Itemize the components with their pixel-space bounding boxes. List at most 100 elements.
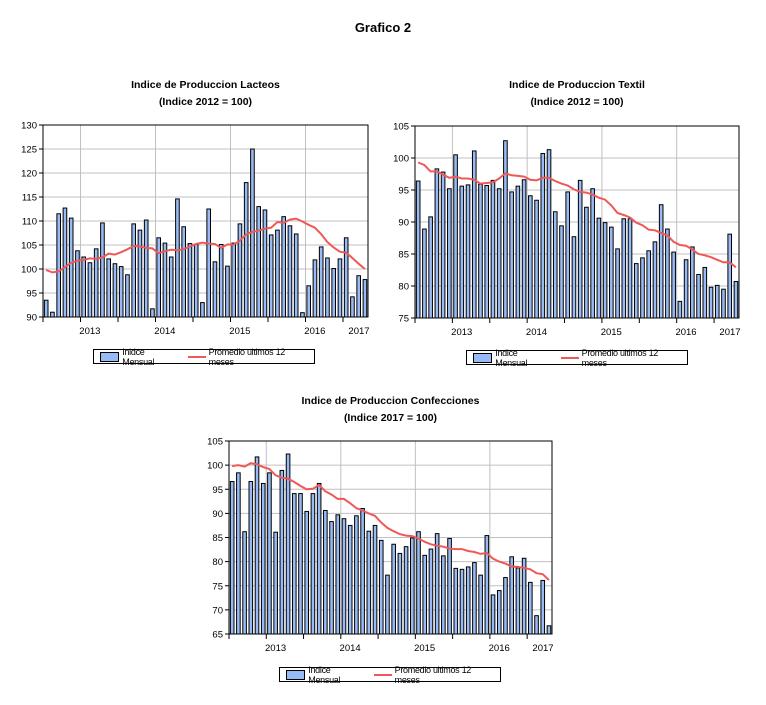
chart-confecciones-title: Indice de Produccion Confecciones [301, 395, 480, 407]
bar [521, 179, 527, 319]
bar [187, 243, 193, 318]
x-tick-label: 2015 [414, 643, 435, 654]
x-tick-label: 2015 [229, 326, 250, 337]
bar [281, 216, 286, 318]
bar [528, 195, 533, 319]
y-tick-label: 70 [212, 605, 223, 616]
bar [640, 257, 645, 319]
bar [471, 150, 477, 319]
bar [683, 259, 689, 319]
bar [496, 188, 502, 319]
bar [256, 206, 261, 318]
legend-label-line: Promedio ultimos 12 meses [208, 346, 286, 367]
bar [422, 228, 427, 319]
bar [465, 184, 471, 319]
bar [428, 216, 433, 319]
x-tick-label: 2013 [265, 643, 286, 654]
chart-confecciones-subtitle: (Indice 2017 = 100) [343, 412, 438, 424]
x-tick-label: 2014 [340, 643, 361, 654]
bar [356, 275, 361, 318]
bar [609, 226, 614, 319]
bar [602, 222, 608, 319]
bar [354, 515, 359, 635]
bar [453, 567, 459, 635]
bar [447, 188, 452, 319]
bar [534, 615, 539, 635]
moving-average-line [231, 462, 550, 581]
bar [403, 546, 409, 635]
legend-bar-swatch-icon [473, 352, 493, 363]
bar [254, 456, 260, 635]
bar [459, 185, 465, 319]
bar [131, 223, 136, 318]
bar [310, 493, 316, 635]
bar [218, 244, 224, 318]
x-tick-label: 2014 [154, 326, 175, 337]
y-tick-label: 120 [21, 169, 37, 180]
bar [337, 258, 343, 318]
y-tick-label: 115 [22, 193, 37, 204]
bar [100, 222, 105, 318]
legend-bar-swatch-icon [286, 669, 306, 680]
plot-frame [228, 440, 553, 635]
legend-label-bars: Indice Mensual [308, 664, 341, 685]
y-tick-label: 110 [22, 217, 37, 228]
bar [515, 567, 521, 635]
y-tick-label: 100 [21, 265, 37, 276]
y-tick-label: 95 [398, 186, 409, 197]
plot-frame [414, 125, 740, 319]
moving-average-line [45, 217, 366, 274]
chart-lacteos-subtitle: (Indice 2012 = 100) [158, 96, 253, 108]
chart-textil-subtitle: (Indice 2012 = 100) [530, 96, 624, 108]
y-tick-label: 75 [398, 314, 409, 325]
y-tick-label: 85 [212, 533, 223, 544]
bar [318, 246, 324, 318]
bar [268, 234, 274, 318]
y-tick-label: 80 [212, 557, 223, 568]
bar [490, 594, 496, 635]
bar [43, 299, 49, 318]
y-tick-label: 95 [212, 485, 223, 496]
bar [68, 217, 74, 318]
bar [291, 493, 297, 635]
bar [312, 259, 318, 318]
bar [652, 241, 658, 319]
bar [306, 285, 311, 318]
x-tick-label: 2014 [526, 327, 547, 338]
bar [267, 472, 272, 635]
chart-textil: 75 80 85 90 95 100 105 2013 2014 2015 2016 2017 [393, 122, 740, 339]
x-tick-label: 2015 [601, 327, 622, 338]
bar [260, 482, 266, 635]
bar [335, 514, 341, 635]
bar [285, 453, 291, 635]
bar [478, 183, 483, 319]
chart-textil-legend: Indice Mensual Promedio ultimos 12 meses [466, 347, 688, 368]
bar [242, 531, 247, 635]
bar [125, 274, 130, 318]
bar [362, 279, 368, 318]
legend-label-line: Promedio ultimos 12 meses [394, 664, 472, 685]
chart-confecciones-legend: Indice Mensual Promedio ultimos 12 meses [279, 664, 501, 685]
x-tick-label: 2013 [451, 327, 472, 338]
bar [447, 537, 452, 635]
bar [143, 219, 149, 318]
bar [262, 209, 268, 318]
legend-label-bars: Indice Mensual [495, 347, 528, 368]
bar [702, 266, 708, 319]
bar [150, 308, 155, 318]
bar [323, 509, 328, 635]
bar [490, 179, 496, 319]
chart-lacteos: 90 95 100 105 110 115 120 125 130 2013 2014 2015 201… [21, 121, 369, 338]
bar [200, 302, 205, 318]
chart-textil-title: Indice de Produccion Textil [509, 79, 645, 91]
bar [552, 211, 558, 319]
y-tick-label: 100 [207, 461, 223, 472]
bar [453, 154, 458, 319]
bar [168, 256, 174, 318]
bar [275, 229, 280, 318]
y-tick-label: 75 [212, 581, 223, 592]
bar [696, 273, 701, 319]
y-tick-label: 65 [212, 630, 223, 641]
bar [727, 233, 733, 319]
bar [416, 531, 421, 635]
